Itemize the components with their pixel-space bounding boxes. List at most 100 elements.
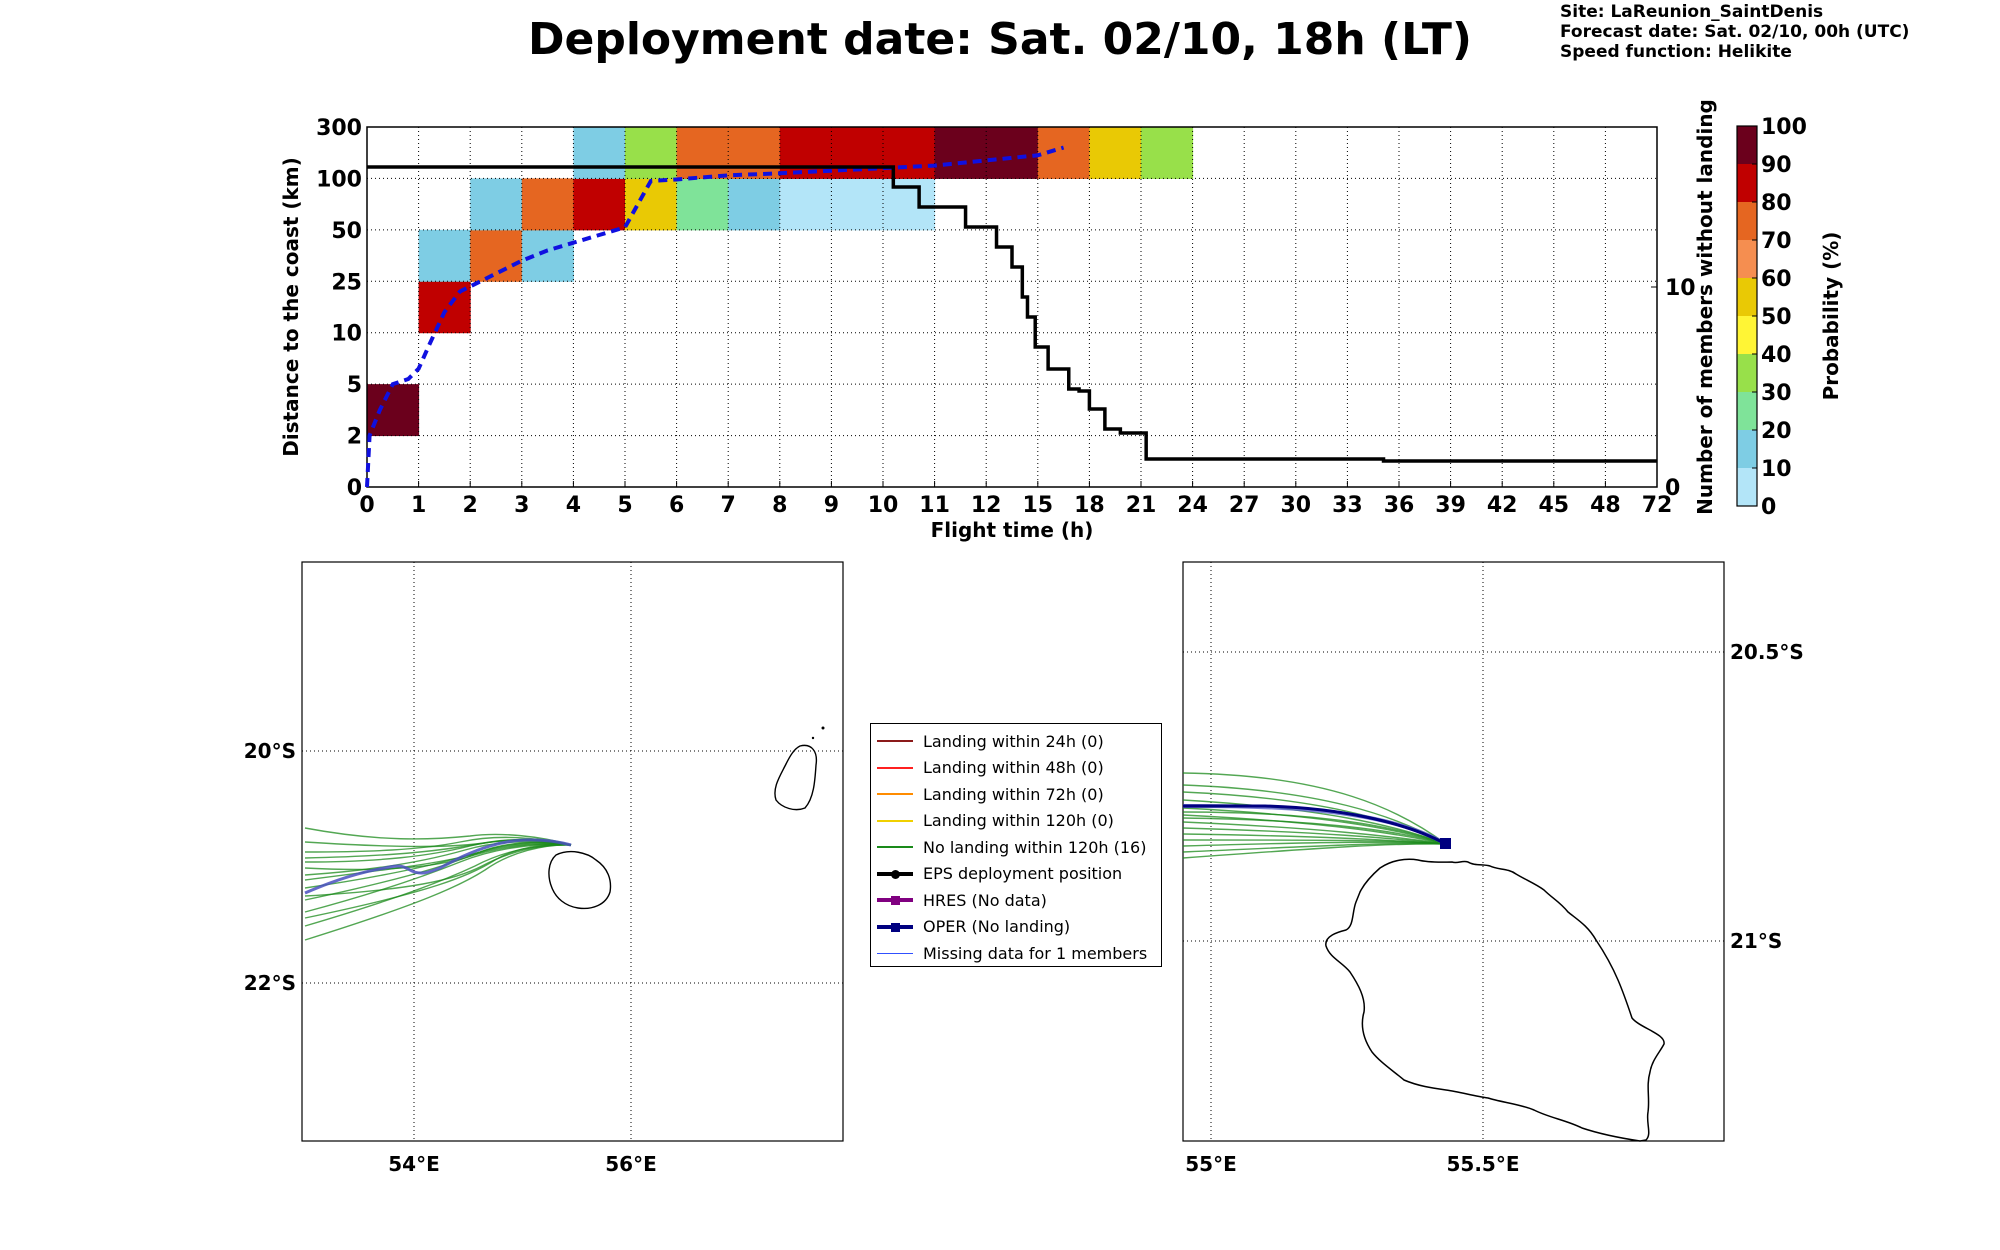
heatmap-cell xyxy=(625,178,678,231)
legend-item: EPS deployment position xyxy=(877,863,1122,885)
ensemble-trajectory xyxy=(1182,772,1447,845)
heatmap-cell xyxy=(470,178,523,231)
colorbar-tick-label: 10 xyxy=(1761,457,1792,482)
oper-trajectory xyxy=(304,838,572,895)
y-tick-label: 5 xyxy=(347,373,362,398)
heatmap-cell xyxy=(573,127,626,179)
x-tick-label: 5 xyxy=(617,493,632,518)
ensemble-trajectory xyxy=(304,844,572,927)
legend-label: HRES (No data) xyxy=(923,890,1047,910)
heatmap-cell xyxy=(779,178,832,231)
reunion-island-outline xyxy=(548,850,612,910)
longitude-label: 54°E xyxy=(388,1152,440,1176)
x-tick-label: 27 xyxy=(1229,493,1260,518)
x-tick-label: 12 xyxy=(971,493,1002,518)
colorbar-tick-label: 40 xyxy=(1761,343,1792,368)
ensemble-trajectory xyxy=(304,843,572,871)
heatmap-cell xyxy=(986,127,1039,179)
ensemble-trajectory xyxy=(304,844,572,897)
colorbar-segment xyxy=(1737,430,1757,468)
x-tick-label: 3 xyxy=(514,493,529,518)
ensemble-trajectory xyxy=(1182,839,1447,845)
heatmap-cell xyxy=(883,127,936,179)
legend-label: Landing within 120h (0) xyxy=(923,811,1114,830)
heatmap-frame xyxy=(366,126,1658,488)
ensemble-trajectory xyxy=(1182,827,1447,845)
legend-item: Landing within 120h (0) xyxy=(877,810,1114,832)
overview-map: 54°E 56°E 20°S 22°S xyxy=(244,561,844,1176)
zoom-map-frame xyxy=(1182,561,1725,1142)
x-tick-label: 15 xyxy=(1022,493,1053,518)
x-tick-label: 72 xyxy=(1642,493,1673,518)
x-tick-label: 24 xyxy=(1177,493,1208,518)
legend-item: Missing data for 1 members xyxy=(877,942,1147,964)
x-tick-label: 6 xyxy=(669,493,684,518)
heatmap-cell xyxy=(418,229,471,282)
x-tick-label: 48 xyxy=(1590,493,1621,518)
x-tick-label: 39 xyxy=(1435,493,1466,518)
x-tick-label: 0 xyxy=(359,493,374,518)
trajectory-legend: Landing within 24h (0) Landing within 48h… xyxy=(870,723,1162,967)
forecast-date: Forecast date: Sat. 02/10, 00h (UTC) xyxy=(1560,22,1910,42)
heatmap-cell xyxy=(1141,127,1194,179)
members-without-landing-line xyxy=(367,165,1657,463)
legend-item: Landing within 72h (0) xyxy=(877,783,1104,805)
x-tick-label: 36 xyxy=(1384,493,1415,518)
legend-swatch xyxy=(877,766,913,769)
ensemble-trajectory xyxy=(304,841,572,876)
heatmap-cell xyxy=(367,384,420,437)
ensemble-trajectory xyxy=(1182,814,1447,845)
latitude-label: 20°S xyxy=(244,739,296,763)
heatmap-cell xyxy=(470,229,523,282)
heatmap-cell xyxy=(676,178,729,231)
reunion-island-coastline xyxy=(1325,858,1665,1142)
x-tick-label: 1 xyxy=(411,493,426,518)
colorbar-segment xyxy=(1737,164,1757,202)
longitude-label: 55°E xyxy=(1185,1152,1237,1176)
zoom-map: 55°E 55.5°E 20.5°S 21°S xyxy=(1182,561,1804,1176)
ensemble-trajectory xyxy=(304,839,572,859)
ensemble-trajectory xyxy=(1182,842,1447,853)
x-tick-label: 42 xyxy=(1487,493,1518,518)
y2-tick-label: 10 xyxy=(1665,276,1696,301)
heatmap-cell xyxy=(934,127,987,179)
colorbar-segment xyxy=(1737,316,1757,354)
legend-item: Landing within 24h (0) xyxy=(877,730,1104,752)
probability-heatmap-chart: 0 1 2 3 4 5 6 7 8 9 10 11 12 15 18 21 24 27 30 33 36 39 42 45 48… xyxy=(279,99,1843,542)
colorbar-segment xyxy=(1737,468,1757,506)
x-tick-label: 30 xyxy=(1280,493,1311,518)
x-tick-label: 21 xyxy=(1126,493,1157,518)
x-tick-label: 9 xyxy=(824,493,839,518)
ensemble-trajectory xyxy=(1182,833,1447,845)
ensemble-trajectory xyxy=(304,842,572,889)
oper-trajectory xyxy=(1183,804,1447,846)
mauritius-outline xyxy=(774,744,818,811)
legend-item: HRES (No data) xyxy=(877,889,1047,911)
colorbar-segment xyxy=(1737,202,1757,240)
ensemble-trajectory xyxy=(304,843,572,913)
site-name: Site: LaReunion_SaintDenis xyxy=(1560,2,1824,22)
islet-dot xyxy=(811,736,815,740)
colorbar-segment xyxy=(1737,392,1757,430)
islet-dot xyxy=(821,726,825,730)
legend-swatch xyxy=(877,952,913,954)
colorbar-tick-label: 80 xyxy=(1761,191,1792,216)
heatmap-cell xyxy=(521,178,574,231)
x-tick-label: 18 xyxy=(1074,493,1105,518)
ensemble-trajectory xyxy=(1182,821,1447,845)
colorbar-tick-label: 30 xyxy=(1761,381,1792,406)
colorbar-segment xyxy=(1737,278,1757,316)
colorbar-tick-label: 100 xyxy=(1761,115,1807,140)
heatmap-cell xyxy=(573,178,626,231)
missing-member-trajectory xyxy=(1182,803,1447,846)
ensemble-trajectory xyxy=(1182,799,1447,845)
colorbar-tick-label: 50 xyxy=(1761,305,1792,330)
legend-swatch xyxy=(877,922,913,932)
longitude-label: 56°E xyxy=(605,1152,657,1176)
heatmap-cell xyxy=(1037,127,1090,179)
overview-map-frame xyxy=(301,561,844,1142)
ensemble-trajectory xyxy=(1182,841,1447,847)
heatmap-cell xyxy=(728,178,781,231)
heatmap-cell xyxy=(728,127,781,179)
heatmap-cell xyxy=(1089,127,1142,179)
